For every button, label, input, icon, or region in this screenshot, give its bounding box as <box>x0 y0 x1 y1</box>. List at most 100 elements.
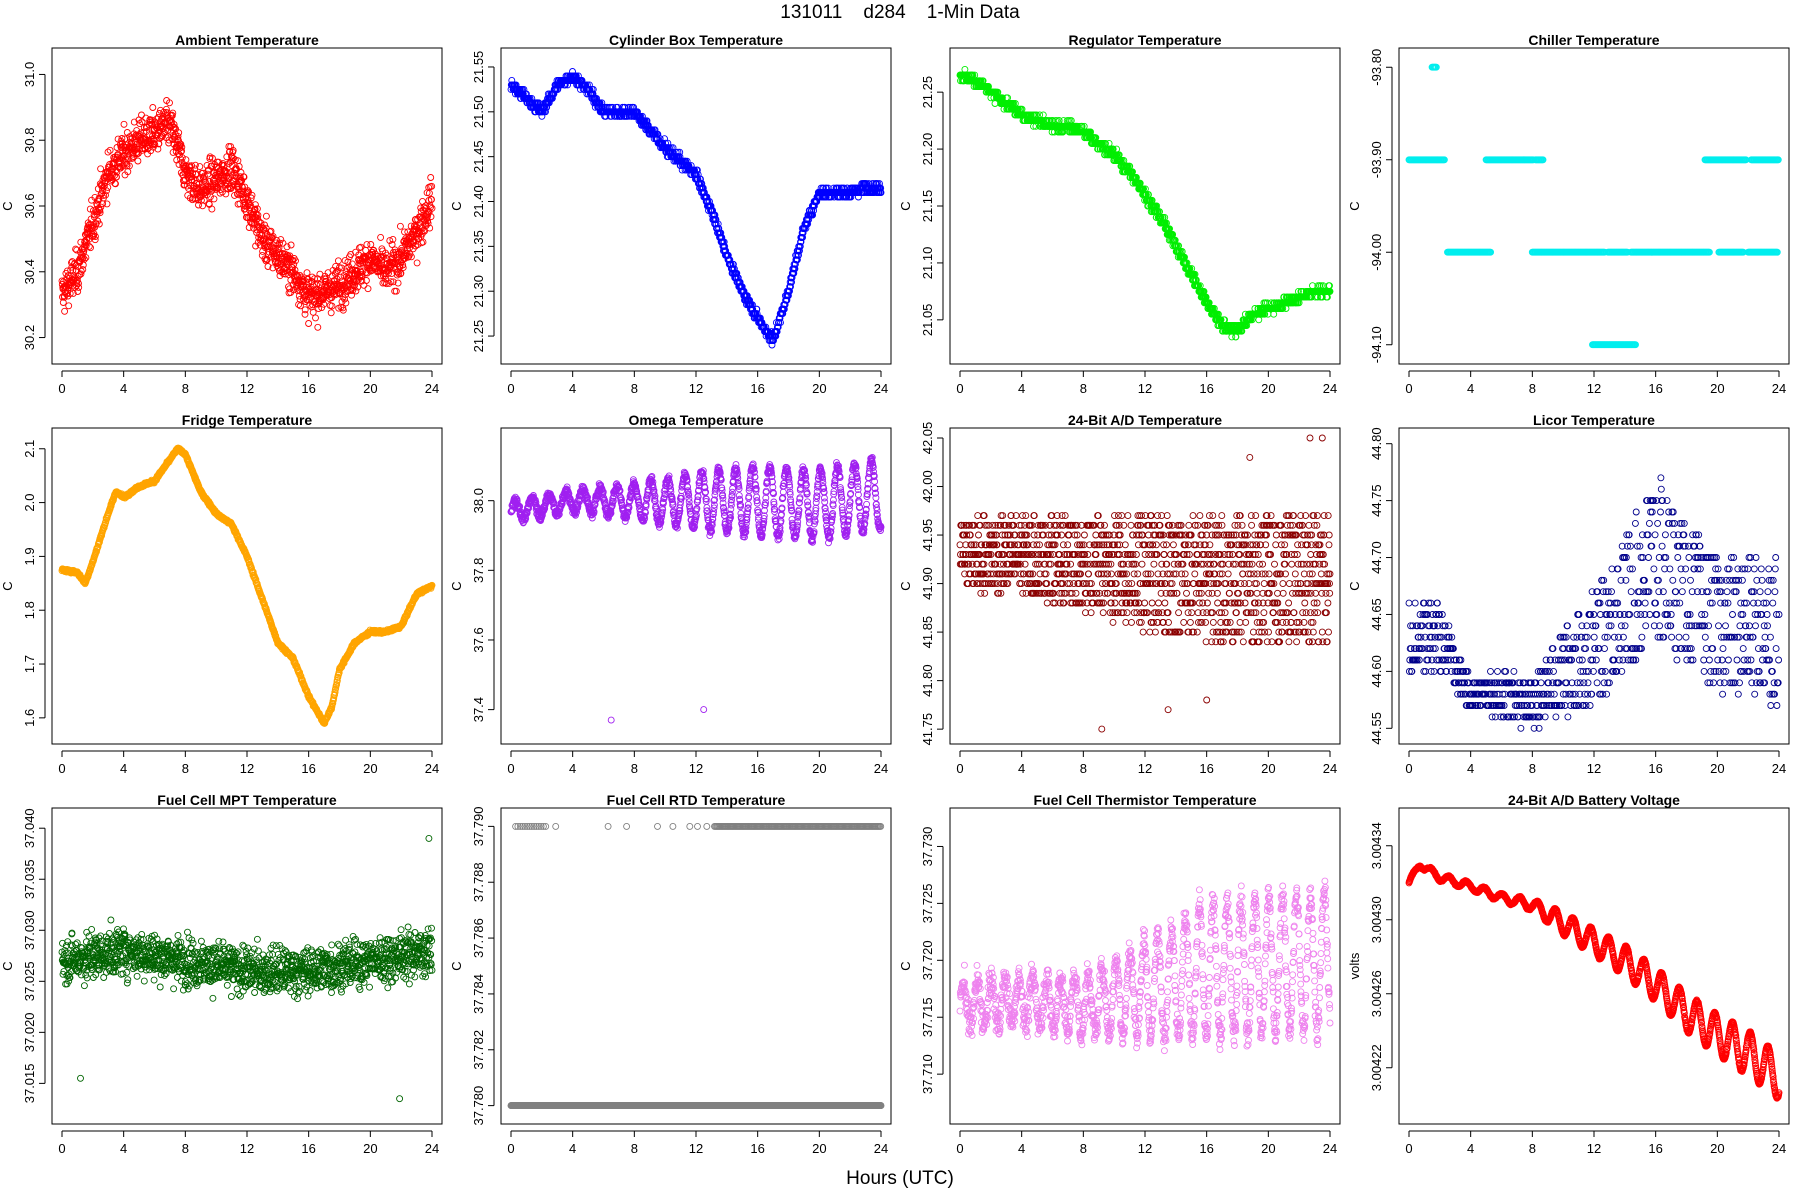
data-point <box>711 211 719 219</box>
data-point <box>768 341 776 349</box>
data-point <box>98 187 106 194</box>
data-point <box>721 242 729 250</box>
plot-frame <box>51 47 443 365</box>
x-axis: 0 4 8 12 16 20 24 <box>58 370 439 396</box>
data-point <box>104 148 112 156</box>
data-point <box>97 203 105 211</box>
data-point <box>283 243 291 251</box>
data-point <box>383 280 390 288</box>
x-tick-label: 0 <box>58 381 65 396</box>
x-tick-label: 12 <box>240 381 254 396</box>
data-point <box>305 320 313 327</box>
data-point <box>1440 156 1448 164</box>
data-point <box>61 307 69 315</box>
plot-frame <box>949 47 1341 365</box>
y-tick-label: 21.15 <box>920 190 935 223</box>
data-point <box>780 305 788 313</box>
data-point <box>159 124 167 132</box>
data-point <box>234 182 242 190</box>
data-point <box>79 266 87 274</box>
data-point <box>788 274 796 282</box>
data-point <box>97 165 105 173</box>
data-point <box>286 285 294 293</box>
data-point <box>301 310 309 318</box>
y-axis: 30.230.430.630.831.0C <box>0 62 46 350</box>
x-tick-label: 0 <box>507 381 514 396</box>
data-point <box>177 155 184 163</box>
y-tick-label: 30.8 <box>22 128 37 153</box>
data-point <box>107 174 115 182</box>
data-point <box>664 139 672 147</box>
data-point <box>401 228 408 236</box>
data-point <box>112 180 119 188</box>
y-tick-label: 21.45 <box>471 140 486 173</box>
data-point <box>305 278 313 286</box>
data-point <box>692 171 700 179</box>
data-point <box>717 229 725 237</box>
data-point <box>118 135 126 142</box>
y-tick-label: 31.0 <box>22 62 37 87</box>
data-point <box>238 183 246 191</box>
data-point <box>357 243 365 251</box>
data-point <box>383 251 391 259</box>
data-point <box>104 183 112 191</box>
data-point <box>262 224 270 232</box>
data-point <box>136 120 144 128</box>
x-tick-label: 16 <box>750 381 764 396</box>
data-point <box>367 241 375 248</box>
data-point <box>1105 139 1113 147</box>
data-point <box>320 300 328 308</box>
data-point <box>232 173 240 181</box>
data-point <box>106 146 114 154</box>
data-point <box>208 154 216 162</box>
data-point <box>327 309 335 317</box>
data-point <box>240 173 248 181</box>
data-point <box>75 279 82 287</box>
x-tick-label: 4 <box>120 381 127 396</box>
data-point <box>795 251 802 259</box>
data-point <box>95 220 103 228</box>
data-point <box>269 232 277 240</box>
data-point <box>796 247 803 255</box>
data-point <box>797 238 805 246</box>
data-point <box>393 271 401 279</box>
data-point <box>311 275 318 283</box>
y-tick-label: 21.35 <box>471 230 486 263</box>
data-point <box>377 254 385 262</box>
data-point <box>58 277 66 285</box>
data-series <box>1405 63 1782 349</box>
figure-title: 131011 d284 1-Min Data <box>780 2 1020 23</box>
data-point <box>584 90 592 98</box>
data-point <box>783 296 791 304</box>
data-point <box>683 157 691 165</box>
data-point <box>103 187 110 195</box>
data-point <box>120 120 128 128</box>
data-point <box>428 196 435 203</box>
data-point <box>291 266 299 274</box>
data-point <box>693 166 701 174</box>
data-point <box>182 156 190 164</box>
data-point <box>420 203 428 211</box>
data-point <box>178 154 186 162</box>
data-point <box>377 233 385 241</box>
data-point <box>241 205 249 213</box>
data-point <box>309 308 317 316</box>
data-point <box>643 117 651 125</box>
data-point <box>77 267 85 275</box>
data-point <box>63 267 71 275</box>
data-point <box>341 295 349 303</box>
data-point <box>428 204 436 212</box>
data-point <box>773 328 781 336</box>
data-point <box>382 275 390 283</box>
data-point <box>178 143 186 151</box>
data-point <box>74 288 82 295</box>
data-point <box>427 213 435 221</box>
data-point <box>784 292 792 300</box>
data-point <box>338 264 345 272</box>
data-point <box>598 99 606 107</box>
data-point <box>165 139 173 147</box>
data-point <box>877 184 885 192</box>
x-tick-label: 24 <box>1323 381 1337 396</box>
